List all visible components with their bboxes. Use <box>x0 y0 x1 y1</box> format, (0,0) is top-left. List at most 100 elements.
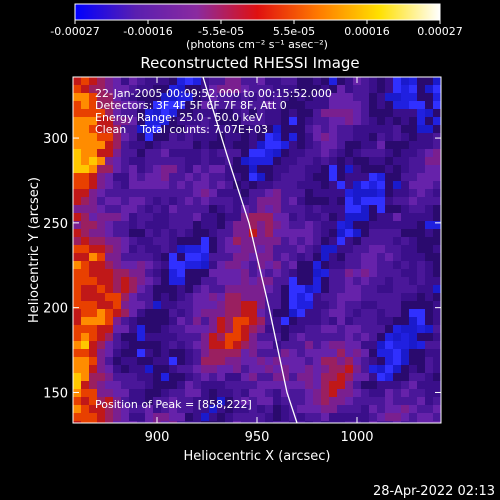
heatmap-cell <box>209 189 218 198</box>
heatmap-cell <box>425 277 434 286</box>
heatmap-cell <box>185 269 194 278</box>
heatmap-cell <box>185 381 194 390</box>
x-tick-label: 950 <box>245 430 270 445</box>
heatmap-cell <box>81 237 90 246</box>
heatmap-cell <box>385 237 394 246</box>
heatmap-cell <box>241 397 250 406</box>
heatmap-cell <box>137 245 146 254</box>
heatmap-cell <box>89 421 98 423</box>
heatmap-cell <box>409 181 418 190</box>
heatmap-cell <box>313 125 322 134</box>
heatmap-cell <box>257 237 266 246</box>
heatmap-cell <box>393 421 402 423</box>
heatmap-cell <box>313 317 322 326</box>
heatmap-cell <box>289 325 298 334</box>
heatmap-cell <box>105 333 114 342</box>
heatmap-cell <box>345 157 354 166</box>
heatmap-cell <box>129 165 138 174</box>
heatmap-cell <box>201 285 210 294</box>
heatmap-cell <box>73 101 82 110</box>
heatmap-cell <box>137 237 146 246</box>
heatmap-cell <box>89 141 98 150</box>
heatmap-cell <box>353 205 362 214</box>
heatmap-cell <box>409 325 418 334</box>
heatmap-cell <box>257 109 266 118</box>
heatmap-cell <box>305 93 314 102</box>
heatmap-cell <box>73 109 82 118</box>
heatmap-cell <box>217 181 226 190</box>
heatmap-cell <box>313 413 322 422</box>
heatmap-cell <box>209 157 218 166</box>
heatmap-cell <box>193 309 202 318</box>
heatmap-cell <box>161 165 170 174</box>
heatmap-cell <box>425 101 434 110</box>
heatmap-cell <box>369 277 378 286</box>
heatmap-cell <box>257 397 266 406</box>
heatmap-cell <box>97 77 106 86</box>
heatmap-cell <box>201 389 210 398</box>
heatmap-cell <box>145 101 154 110</box>
heatmap-cell <box>353 133 362 142</box>
heatmap-cell <box>273 357 282 366</box>
heatmap-cell <box>73 285 82 294</box>
heatmap-cell <box>249 365 258 374</box>
heatmap-cell <box>361 197 370 206</box>
heatmap-cell <box>113 221 122 230</box>
heatmap-cell <box>225 133 234 142</box>
heatmap-cell <box>393 125 402 134</box>
heatmap-cell <box>129 421 138 423</box>
heatmap-cell <box>297 253 306 262</box>
heatmap-cell <box>217 381 226 390</box>
heatmap-cell <box>113 405 122 414</box>
heatmap-cell <box>281 389 290 398</box>
heatmap-cell <box>105 181 114 190</box>
heatmap-cell <box>337 117 346 126</box>
heatmap-cell <box>425 165 434 174</box>
heatmap-cell <box>97 117 106 126</box>
heatmap-cell <box>145 237 154 246</box>
heatmap-cell <box>289 117 298 126</box>
heatmap-cell <box>329 301 338 310</box>
heatmap-cell <box>329 205 338 214</box>
heatmap-cell <box>225 125 234 134</box>
heatmap-cell <box>425 181 434 190</box>
heatmap-cell <box>417 245 426 254</box>
heatmap-cell <box>129 77 138 86</box>
colorbar-tick-label: -0.00027 <box>50 25 99 38</box>
heatmap-cell <box>161 365 170 374</box>
heatmap-cell <box>297 229 306 238</box>
heatmap-cell <box>225 413 234 422</box>
heatmap-cell <box>353 397 362 406</box>
heatmap-cell <box>241 189 250 198</box>
heatmap-cell <box>169 189 178 198</box>
heatmap-cell <box>217 253 226 262</box>
heatmap-cell <box>73 197 82 206</box>
heatmap-cell <box>201 317 210 326</box>
heatmap-cell <box>297 213 306 222</box>
heatmap-cell <box>361 397 370 406</box>
heatmap-cell <box>137 101 146 110</box>
heatmap-cell <box>377 85 386 94</box>
heatmap-cell <box>161 389 170 398</box>
heatmap-cell <box>273 93 282 102</box>
heatmap-cell <box>137 141 146 150</box>
heatmap-cell <box>361 277 370 286</box>
heatmap-cell <box>169 165 178 174</box>
heatmap-cell <box>113 365 122 374</box>
heatmap-cell <box>177 221 186 230</box>
heatmap-cell <box>273 245 282 254</box>
heatmap-cell <box>145 197 154 206</box>
heatmap-cell <box>369 229 378 238</box>
heatmap-cell <box>225 253 234 262</box>
heatmap-cell <box>209 181 218 190</box>
heatmap-cell <box>97 85 106 94</box>
heatmap-cell <box>121 293 130 302</box>
heatmap-cell <box>281 373 290 382</box>
heatmap-cell <box>129 93 138 102</box>
heatmap-cell <box>425 413 434 422</box>
heatmap-cell <box>137 309 146 318</box>
heatmap-cell <box>209 317 218 326</box>
heatmap-cell <box>153 149 162 158</box>
heatmap-cell <box>89 357 98 366</box>
heatmap-cell <box>89 85 98 94</box>
